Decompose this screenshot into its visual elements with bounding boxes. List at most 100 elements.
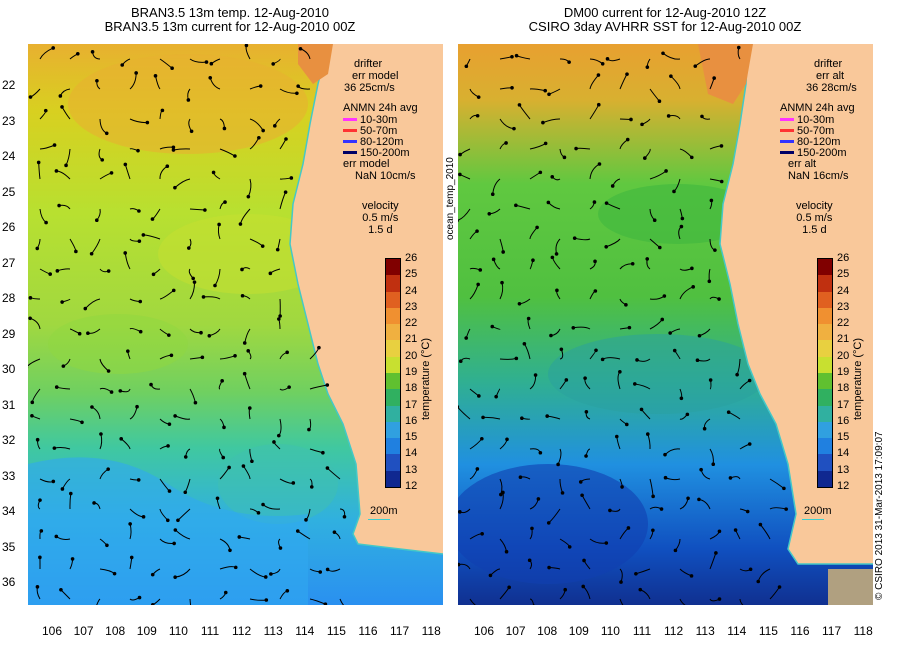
current-vector-head bbox=[86, 331, 90, 336]
current-vector-head bbox=[222, 126, 227, 131]
current-vector bbox=[589, 163, 600, 180]
colorbar-tick-label: 15 bbox=[405, 431, 418, 444]
current-vector bbox=[606, 202, 621, 210]
current-vector bbox=[529, 171, 541, 180]
current-vector bbox=[649, 478, 654, 497]
right-err-label: err alt bbox=[816, 70, 845, 82]
current-vector bbox=[679, 286, 694, 300]
current-vector bbox=[499, 87, 513, 90]
colorbar-tick-label: 17 bbox=[405, 398, 418, 411]
current-vector bbox=[219, 566, 236, 570]
current-vector-head bbox=[268, 271, 273, 276]
current-vector bbox=[175, 568, 191, 578]
current-vector-head bbox=[593, 259, 597, 264]
current-vector-head bbox=[203, 208, 207, 212]
current-vector bbox=[589, 538, 607, 544]
current-vector-head bbox=[285, 350, 289, 355]
latitude-tick-label: 26 bbox=[2, 220, 16, 234]
current-vector-head bbox=[504, 141, 508, 145]
current-vector-head bbox=[261, 128, 265, 133]
left-map-panel bbox=[28, 44, 443, 605]
current-vector bbox=[709, 448, 714, 465]
current-vector bbox=[649, 238, 661, 248]
left-velocity-value: 0.5 m/s bbox=[362, 212, 399, 224]
longitude-tick-label: 109 bbox=[568, 624, 589, 638]
current-vector-head bbox=[663, 452, 667, 457]
current-vector-head bbox=[95, 218, 99, 223]
current-vector-head bbox=[679, 396, 684, 401]
current-vector-head bbox=[538, 170, 543, 175]
current-vector bbox=[641, 409, 651, 420]
current-vector-head bbox=[171, 145, 176, 150]
longitude-tick-label: 106 bbox=[41, 624, 63, 638]
left-depth-legend: 10-30m 50-70m 80-120m 150-200m bbox=[343, 114, 418, 159]
current-vector bbox=[679, 568, 692, 577]
current-vector bbox=[664, 448, 681, 456]
current-vector bbox=[189, 208, 205, 211]
current-vector bbox=[757, 568, 771, 582]
left-anmn-legend: ANMN 24h avg 10-30m 50-70m 80-120m 150-200m… bbox=[343, 102, 418, 182]
current-vector-head bbox=[277, 317, 281, 321]
current-vector bbox=[694, 58, 711, 67]
current-vector-head bbox=[106, 369, 111, 373]
current-vector bbox=[619, 139, 629, 150]
current-vector-head bbox=[296, 84, 300, 88]
current-vector-head bbox=[639, 407, 644, 412]
current-vector-head bbox=[626, 526, 631, 530]
current-vector bbox=[499, 587, 510, 600]
current-vector-head bbox=[756, 579, 761, 584]
current-vector-head bbox=[604, 201, 609, 205]
current-vector-head bbox=[263, 575, 268, 579]
current-vector-head bbox=[325, 383, 330, 387]
current-vector-head bbox=[272, 440, 276, 444]
current-vector-head bbox=[668, 331, 672, 335]
current-vector bbox=[548, 88, 561, 95]
current-vector-head bbox=[592, 200, 597, 204]
current-vector bbox=[28, 358, 41, 367]
longitude-tick-label: 107 bbox=[73, 624, 94, 638]
current-vector-head bbox=[321, 450, 325, 455]
current-vector-head bbox=[77, 331, 82, 336]
depth-legend-row: 80-120m bbox=[343, 136, 418, 148]
current-vector-head bbox=[490, 192, 495, 196]
current-vector-head bbox=[554, 252, 559, 256]
current-vector-head bbox=[207, 333, 212, 338]
current-vector-head bbox=[54, 534, 59, 539]
right-anmn-legend: ANMN 24h avg 10-30m 50-70m 80-120m 150-200m… bbox=[780, 102, 855, 182]
current-vector-head bbox=[291, 481, 296, 485]
longitude-tick-label: 116 bbox=[790, 624, 810, 638]
current-vector bbox=[607, 58, 621, 62]
current-vector-head bbox=[662, 294, 667, 298]
current-vector bbox=[217, 224, 221, 240]
current-vector-head bbox=[563, 587, 568, 592]
current-vector-head bbox=[220, 379, 224, 383]
current-vector-head bbox=[672, 189, 676, 194]
current-vector-head bbox=[614, 434, 619, 439]
right-colorbar-title: temperature (°C) bbox=[852, 337, 864, 420]
current-vector-head bbox=[222, 425, 226, 430]
current-vector-head bbox=[192, 280, 197, 284]
current-vector bbox=[769, 586, 780, 600]
colorbar-segment bbox=[386, 275, 400, 292]
current-vector-head bbox=[69, 491, 73, 496]
current-vector-head bbox=[464, 64, 469, 69]
current-vector-head bbox=[531, 258, 535, 263]
current-vector-head bbox=[501, 250, 505, 254]
current-vector bbox=[574, 237, 591, 241]
current-vector bbox=[589, 104, 600, 120]
current-vector-head bbox=[105, 543, 109, 548]
right-velocity-time: 1.5 d bbox=[802, 224, 827, 236]
current-vector bbox=[214, 268, 221, 286]
current-vector-head bbox=[624, 303, 628, 307]
current-vector-head bbox=[165, 518, 170, 523]
current-vector-head bbox=[261, 502, 265, 507]
depth-legend-swatch bbox=[780, 118, 794, 121]
colorbar-segment bbox=[818, 259, 832, 276]
current-vector-head bbox=[527, 558, 532, 563]
current-vector-head bbox=[629, 117, 633, 122]
depth-legend-swatch bbox=[343, 129, 357, 132]
current-vector-head bbox=[488, 573, 493, 578]
current-vector bbox=[523, 343, 531, 360]
right-drifter-legend: drifter err alt 36 28cm/s bbox=[798, 58, 857, 94]
current-vector-head bbox=[323, 602, 328, 605]
